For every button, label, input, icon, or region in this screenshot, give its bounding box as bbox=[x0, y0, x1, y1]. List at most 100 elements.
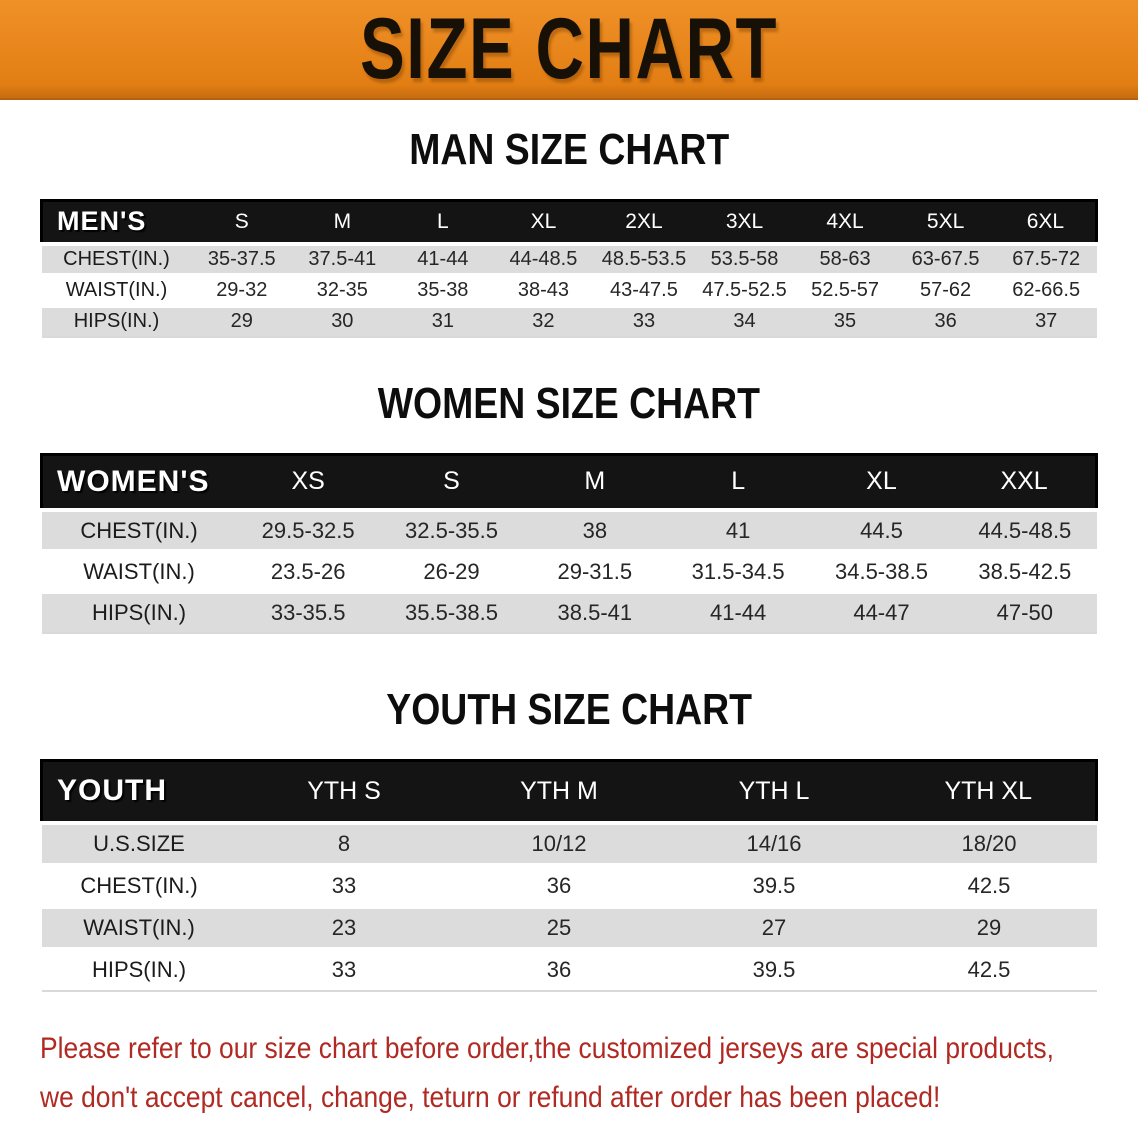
size-value-cell: 67.5-72 bbox=[995, 241, 1097, 275]
row-label: WAIST(IN.) bbox=[41, 272, 192, 306]
size-value-cell: 58-63 bbox=[794, 241, 896, 275]
size-value-cell: 62-66.5 bbox=[995, 272, 1097, 306]
row-label: CHEST(IN.) bbox=[41, 241, 192, 275]
youth-size-chart-heading: YOUTH SIZE CHART bbox=[386, 685, 752, 734]
size-value-cell: 47-50 bbox=[953, 590, 1097, 634]
size-value-cell: 35 bbox=[794, 303, 896, 338]
size-value-cell: 36 bbox=[451, 946, 667, 992]
size-value-cell: 29.5-32.5 bbox=[236, 508, 380, 551]
size-chart-banner-title: SIZE CHART bbox=[359, 1, 779, 97]
size-table-row: HIPS(IN.) 29 30 31 32 33 34 35 36 37 bbox=[41, 303, 1097, 338]
row-label: CHEST(IN.) bbox=[41, 862, 237, 907]
size-column-header: S bbox=[191, 199, 293, 245]
size-value-cell: 32-35 bbox=[292, 272, 393, 306]
women-size-chart-heading: WOMEN SIZE CHART bbox=[377, 378, 761, 428]
order-note-line1: Please refer to our size chart before or… bbox=[40, 1031, 1054, 1065]
size-value-cell: 33 bbox=[236, 946, 452, 992]
size-value-cell: 23.5-26 bbox=[236, 549, 380, 592]
size-table-row: CHEST(IN.) 35-37.5 37.5-41 41-44 44-48.5 48.5… bbox=[41, 241, 1097, 275]
order-note-line2: we don't accept cancel, change, teturn o… bbox=[40, 1080, 941, 1114]
size-value-cell: 63-67.5 bbox=[895, 241, 996, 275]
size-column-header: S bbox=[379, 452, 524, 512]
size-value-cell: 41 bbox=[666, 508, 810, 551]
size-value-cell: 48.5-53.5 bbox=[593, 241, 695, 275]
youth-size-table: YOUTH YTH S YTH M YTH L YTH XL U.S.SIZE 8 10/12… bbox=[40, 759, 1098, 992]
size-column-header: XL bbox=[493, 199, 594, 245]
size-value-cell: 31 bbox=[392, 303, 494, 338]
size-value-cell: 52.5-57 bbox=[794, 272, 896, 306]
size-column-header: M bbox=[523, 452, 667, 512]
size-column-header: 5XL bbox=[895, 199, 996, 245]
size-value-cell: 29 bbox=[191, 303, 293, 338]
size-value-cell: 53.5-58 bbox=[694, 241, 795, 275]
size-value-cell: 29-31.5 bbox=[523, 549, 667, 592]
size-value-cell: 26-29 bbox=[379, 549, 524, 592]
size-value-cell: 27 bbox=[666, 904, 882, 949]
size-value-cell: 44.5-48.5 bbox=[953, 508, 1097, 551]
size-column-header: 4XL bbox=[794, 199, 896, 245]
size-value-cell: 29-32 bbox=[191, 272, 293, 306]
table-corner-label: YOUTH bbox=[40, 759, 237, 824]
row-label: HIPS(IN.) bbox=[41, 946, 237, 992]
size-value-cell: 37.5-41 bbox=[292, 241, 393, 275]
row-label: HIPS(IN.) bbox=[41, 303, 192, 338]
size-value-cell: 38-43 bbox=[493, 272, 594, 306]
order-note: Please refer to our size chart before or… bbox=[40, 1024, 1138, 1122]
table-corner-label: MEN'S bbox=[40, 199, 192, 245]
size-column-header: 3XL bbox=[694, 199, 795, 245]
size-value-cell: 33 bbox=[236, 862, 452, 907]
size-value-cell: 44-47 bbox=[809, 590, 954, 634]
row-label: CHEST(IN.) bbox=[41, 508, 237, 551]
size-column-header: XS bbox=[236, 452, 380, 512]
size-value-cell: 33-35.5 bbox=[236, 590, 380, 634]
size-value-cell: 34 bbox=[694, 303, 795, 338]
size-value-cell: 32.5-35.5 bbox=[379, 508, 524, 551]
men-size-table: MEN'S S M L XL 2XL 3XL 4XL 5XL 6XL CHEST(IN.) 35-37… bbox=[40, 199, 1098, 338]
size-value-cell: 35.5-38.5 bbox=[379, 590, 524, 634]
size-table-header-row: WOMEN'S XS S M L XL XXL bbox=[40, 452, 1099, 512]
size-table-row: HIPS(IN.) 33 36 39.5 42.5 bbox=[41, 946, 1097, 992]
row-label: U.S.SIZE bbox=[41, 820, 237, 865]
size-column-header: YTH M bbox=[451, 759, 667, 824]
size-column-header: M bbox=[292, 199, 393, 245]
size-value-cell: 37 bbox=[995, 303, 1097, 338]
size-value-cell: 33 bbox=[593, 303, 695, 338]
size-table-row: HIPS(IN.) 33-35.5 35.5-38.5 38.5-41 41-44 44-… bbox=[41, 590, 1097, 634]
size-value-cell: 31.5-34.5 bbox=[666, 549, 810, 592]
size-value-cell: 36 bbox=[451, 862, 667, 907]
size-value-cell: 42.5 bbox=[881, 862, 1097, 907]
size-table-row: CHEST(IN.) 33 36 39.5 42.5 bbox=[41, 862, 1097, 907]
size-value-cell: 38.5-42.5 bbox=[953, 549, 1097, 592]
size-value-cell: 18/20 bbox=[881, 820, 1097, 865]
size-value-cell: 38.5-41 bbox=[523, 590, 667, 634]
size-value-cell: 41-44 bbox=[392, 241, 494, 275]
size-value-cell: 10/12 bbox=[451, 820, 667, 865]
size-value-cell: 41-44 bbox=[666, 590, 810, 634]
youth-size-section: YOUTH SIZE CHART YOUTH YTH S YTH M YTH L YTH… bbox=[0, 688, 1138, 992]
size-value-cell: 35-37.5 bbox=[191, 241, 293, 275]
size-table-row: WAIST(IN.) 23.5-26 26-29 29-31.5 31.5-34.5 34… bbox=[41, 549, 1097, 592]
size-value-cell: 35-38 bbox=[392, 272, 494, 306]
men-size-section: MAN SIZE CHART MEN'S S M L XL 2XL 3XL 4XL 5XL 6XL… bbox=[0, 128, 1138, 338]
size-column-header: XXL bbox=[953, 452, 1099, 512]
size-column-header: L bbox=[392, 199, 494, 245]
size-value-cell: 39.5 bbox=[666, 946, 882, 992]
size-value-cell: 57-62 bbox=[895, 272, 996, 306]
size-value-cell: 39.5 bbox=[666, 862, 882, 907]
size-chart-banner: SIZE CHART bbox=[0, 0, 1138, 100]
size-table-header-row: YOUTH YTH S YTH M YTH L YTH XL bbox=[40, 759, 1098, 824]
size-table-header-row: MEN'S S M L XL 2XL 3XL 4XL 5XL 6XL bbox=[40, 199, 1098, 245]
table-corner-label: WOMEN'S bbox=[40, 452, 237, 512]
size-value-cell: 47.5-52.5 bbox=[694, 272, 795, 306]
size-value-cell: 42.5 bbox=[881, 946, 1097, 992]
size-value-cell: 32 bbox=[493, 303, 594, 338]
size-table-row: WAIST(IN.) 29-32 32-35 35-38 38-43 43-47.5 47.… bbox=[41, 272, 1097, 306]
size-column-header: XL bbox=[809, 452, 954, 512]
row-label: WAIST(IN.) bbox=[41, 904, 237, 949]
size-value-cell: 23 bbox=[236, 904, 452, 949]
size-value-cell: 43-47.5 bbox=[593, 272, 695, 306]
size-value-cell: 36 bbox=[895, 303, 996, 338]
size-column-header: 6XL bbox=[995, 199, 1098, 245]
size-value-cell: 38 bbox=[523, 508, 667, 551]
size-table-row: WAIST(IN.) 23 25 27 29 bbox=[41, 904, 1097, 949]
